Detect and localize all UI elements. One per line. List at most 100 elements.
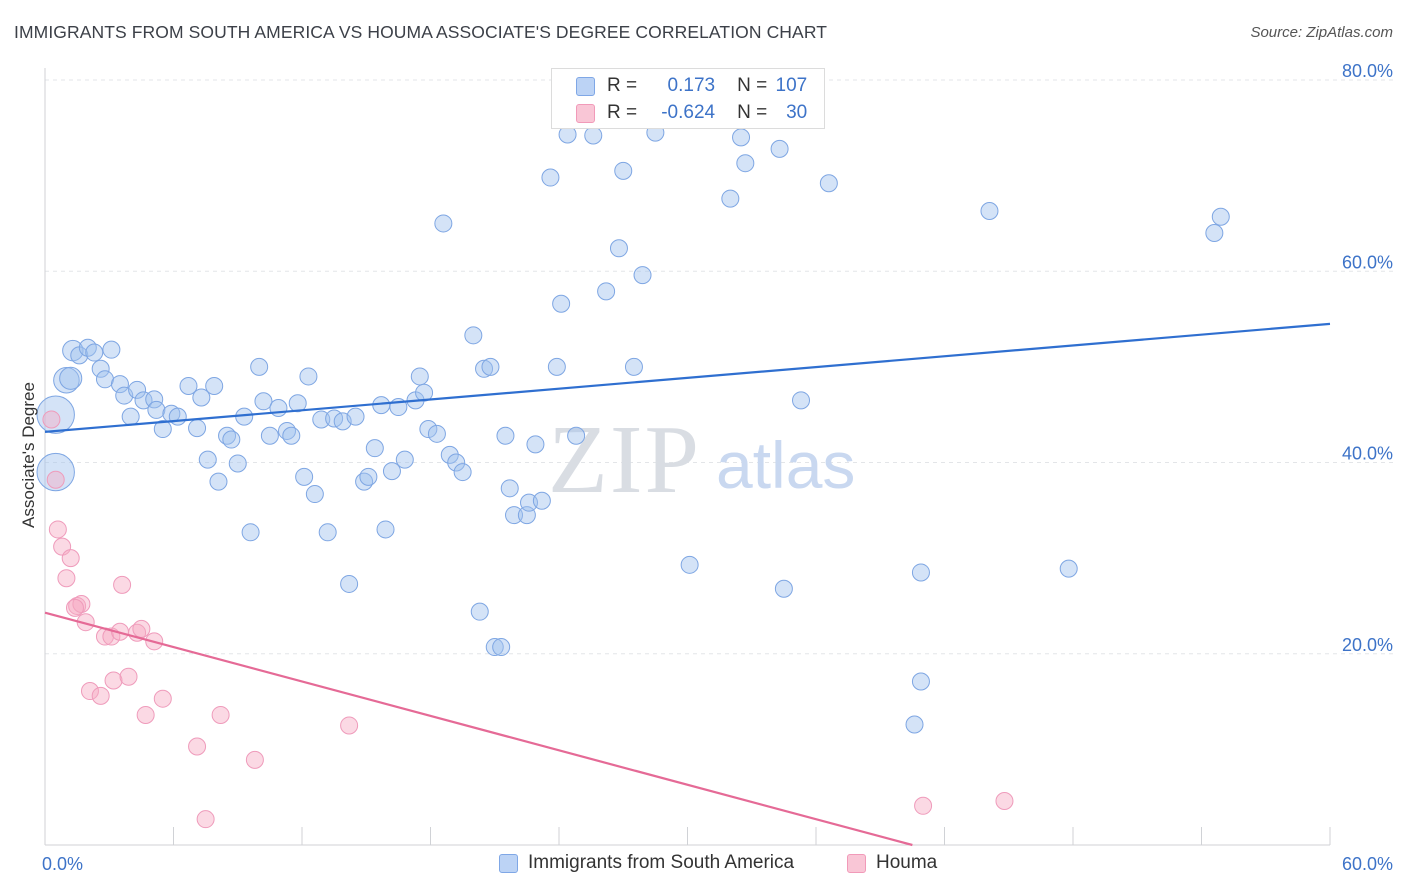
watermark-atlas: atlas: [716, 428, 855, 502]
data-point-immigrants: [419, 420, 438, 439]
data-point-houma: [211, 705, 230, 724]
trend-line-houma: [44, 611, 913, 847]
n-label: N =: [737, 102, 768, 123]
data-point-immigrants: [440, 445, 459, 464]
r-value: 0.173: [662, 75, 716, 96]
data-point-immigrants: [500, 479, 519, 498]
data-point-immigrants: [819, 174, 838, 193]
data-point-houma: [104, 671, 123, 690]
data-point-houma: [245, 750, 264, 769]
data-point-immigrants: [552, 294, 571, 313]
r-label: R =: [607, 75, 638, 96]
y-tick-label: 60.0%: [1342, 252, 1393, 272]
data-point-immigrants: [447, 453, 466, 472]
data-point-houma: [57, 569, 76, 588]
data-point-immigrants: [492, 638, 511, 657]
legend-item-immigrants[interactable]: Immigrants from South America: [499, 852, 794, 874]
pink-swatch: [576, 103, 595, 123]
data-point-immigrants: [1059, 559, 1078, 578]
data-point-immigrants: [597, 282, 616, 301]
chart-title: IMMIGRANTS FROM SOUTH AMERICA VS HOUMA A…: [14, 22, 828, 42]
r-label: R =: [607, 102, 638, 123]
data-point-immigrants: [911, 563, 930, 582]
legend-label: Houma: [876, 852, 938, 873]
data-point-immigrants: [624, 357, 643, 376]
data-point-immigrants: [614, 161, 633, 180]
data-point-houma: [132, 619, 151, 638]
x-tick-label: 60.0%: [1342, 854, 1393, 874]
data-point-immigrants: [128, 380, 147, 399]
data-point-immigrants: [395, 450, 414, 469]
data-point-immigrants: [464, 326, 483, 345]
data-point-immigrants: [732, 128, 751, 147]
blue-swatch: [576, 76, 595, 96]
data-point-immigrants: [532, 491, 551, 510]
data-point-immigrants: [179, 377, 198, 395]
data-point-immigrants: [609, 239, 628, 258]
data-point-immigrants: [481, 357, 500, 376]
data-point-immigrants: [53, 367, 80, 394]
source-label: Source: ZipAtlas.com: [1250, 24, 1393, 41]
legend: Immigrants from South America Houma: [0, 850, 1406, 880]
data-point-immigrants: [567, 426, 586, 445]
data-point-immigrants: [1205, 224, 1224, 242]
legend-item-houma[interactable]: Houma: [847, 852, 937, 874]
data-point-immigrants: [153, 420, 172, 439]
data-point-immigrants: [980, 202, 999, 221]
trend-lines: [44, 322, 1331, 847]
data-point-immigrants: [188, 419, 207, 438]
data-point-immigrants: [102, 340, 121, 359]
data-point-immigrants: [305, 485, 324, 504]
data-point-immigrants: [410, 367, 429, 386]
y-axis-label: Associate's Degree: [19, 382, 38, 528]
y-tick-label: 80.0%: [1342, 61, 1393, 81]
data-point-houma: [196, 810, 215, 829]
data-point-houma: [340, 716, 359, 735]
data-point-houma: [61, 549, 80, 568]
data-point-immigrants: [95, 370, 114, 389]
data-point-houma: [48, 520, 67, 539]
data-point-immigrants: [168, 407, 187, 426]
data-point-immigrants: [260, 426, 279, 445]
gridlines: [45, 79, 1393, 655]
data-point-houma: [46, 470, 65, 489]
data-point-immigrants: [526, 435, 545, 454]
data-point-immigrants: [584, 126, 603, 145]
data-point-immigrants: [376, 520, 395, 539]
data-point-houma: [188, 737, 207, 756]
data-point-immigrants: [85, 343, 104, 362]
data-point-immigrants: [905, 715, 924, 734]
data-point-immigrants: [198, 450, 217, 469]
data-point-immigrants: [250, 357, 269, 376]
data-point-immigrants: [295, 467, 314, 486]
data-point-immigrants: [434, 214, 453, 233]
data-point-immigrants: [505, 506, 524, 525]
data-point-immigrants: [91, 359, 110, 378]
stats-box: R = 0.173 N = 107 R = -0.624 N = 30: [551, 68, 825, 129]
data-point-immigrants: [911, 672, 930, 691]
data-point-immigrants: [365, 439, 384, 458]
data-point-houma: [80, 682, 99, 701]
data-point-immigrants: [359, 467, 378, 486]
data-point-immigrants: [36, 452, 75, 492]
legend-swatch-blue: [499, 853, 518, 873]
stats-row-pink: R = -0.624 N = 30: [576, 100, 807, 126]
data-point-immigrants: [269, 398, 288, 417]
data-point-immigrants: [382, 462, 401, 481]
data-point-immigrants: [59, 366, 83, 390]
data-point-immigrants: [485, 638, 504, 657]
data-point-immigrants: [147, 400, 166, 419]
data-point-houma: [65, 598, 84, 617]
trend-line-immigrants: [44, 322, 1331, 433]
data-point-immigrants: [415, 383, 434, 402]
data-point-immigrants: [547, 357, 566, 376]
data-point-immigrants: [318, 523, 337, 542]
data-point-immigrants: [299, 367, 318, 386]
data-point-houma: [113, 575, 132, 594]
data-point-immigrants: [774, 579, 793, 598]
data-point-immigrants: [453, 463, 472, 482]
data-point-immigrants: [496, 426, 515, 445]
data-point-immigrants: [312, 410, 331, 429]
data-point-immigrants: [470, 602, 489, 621]
